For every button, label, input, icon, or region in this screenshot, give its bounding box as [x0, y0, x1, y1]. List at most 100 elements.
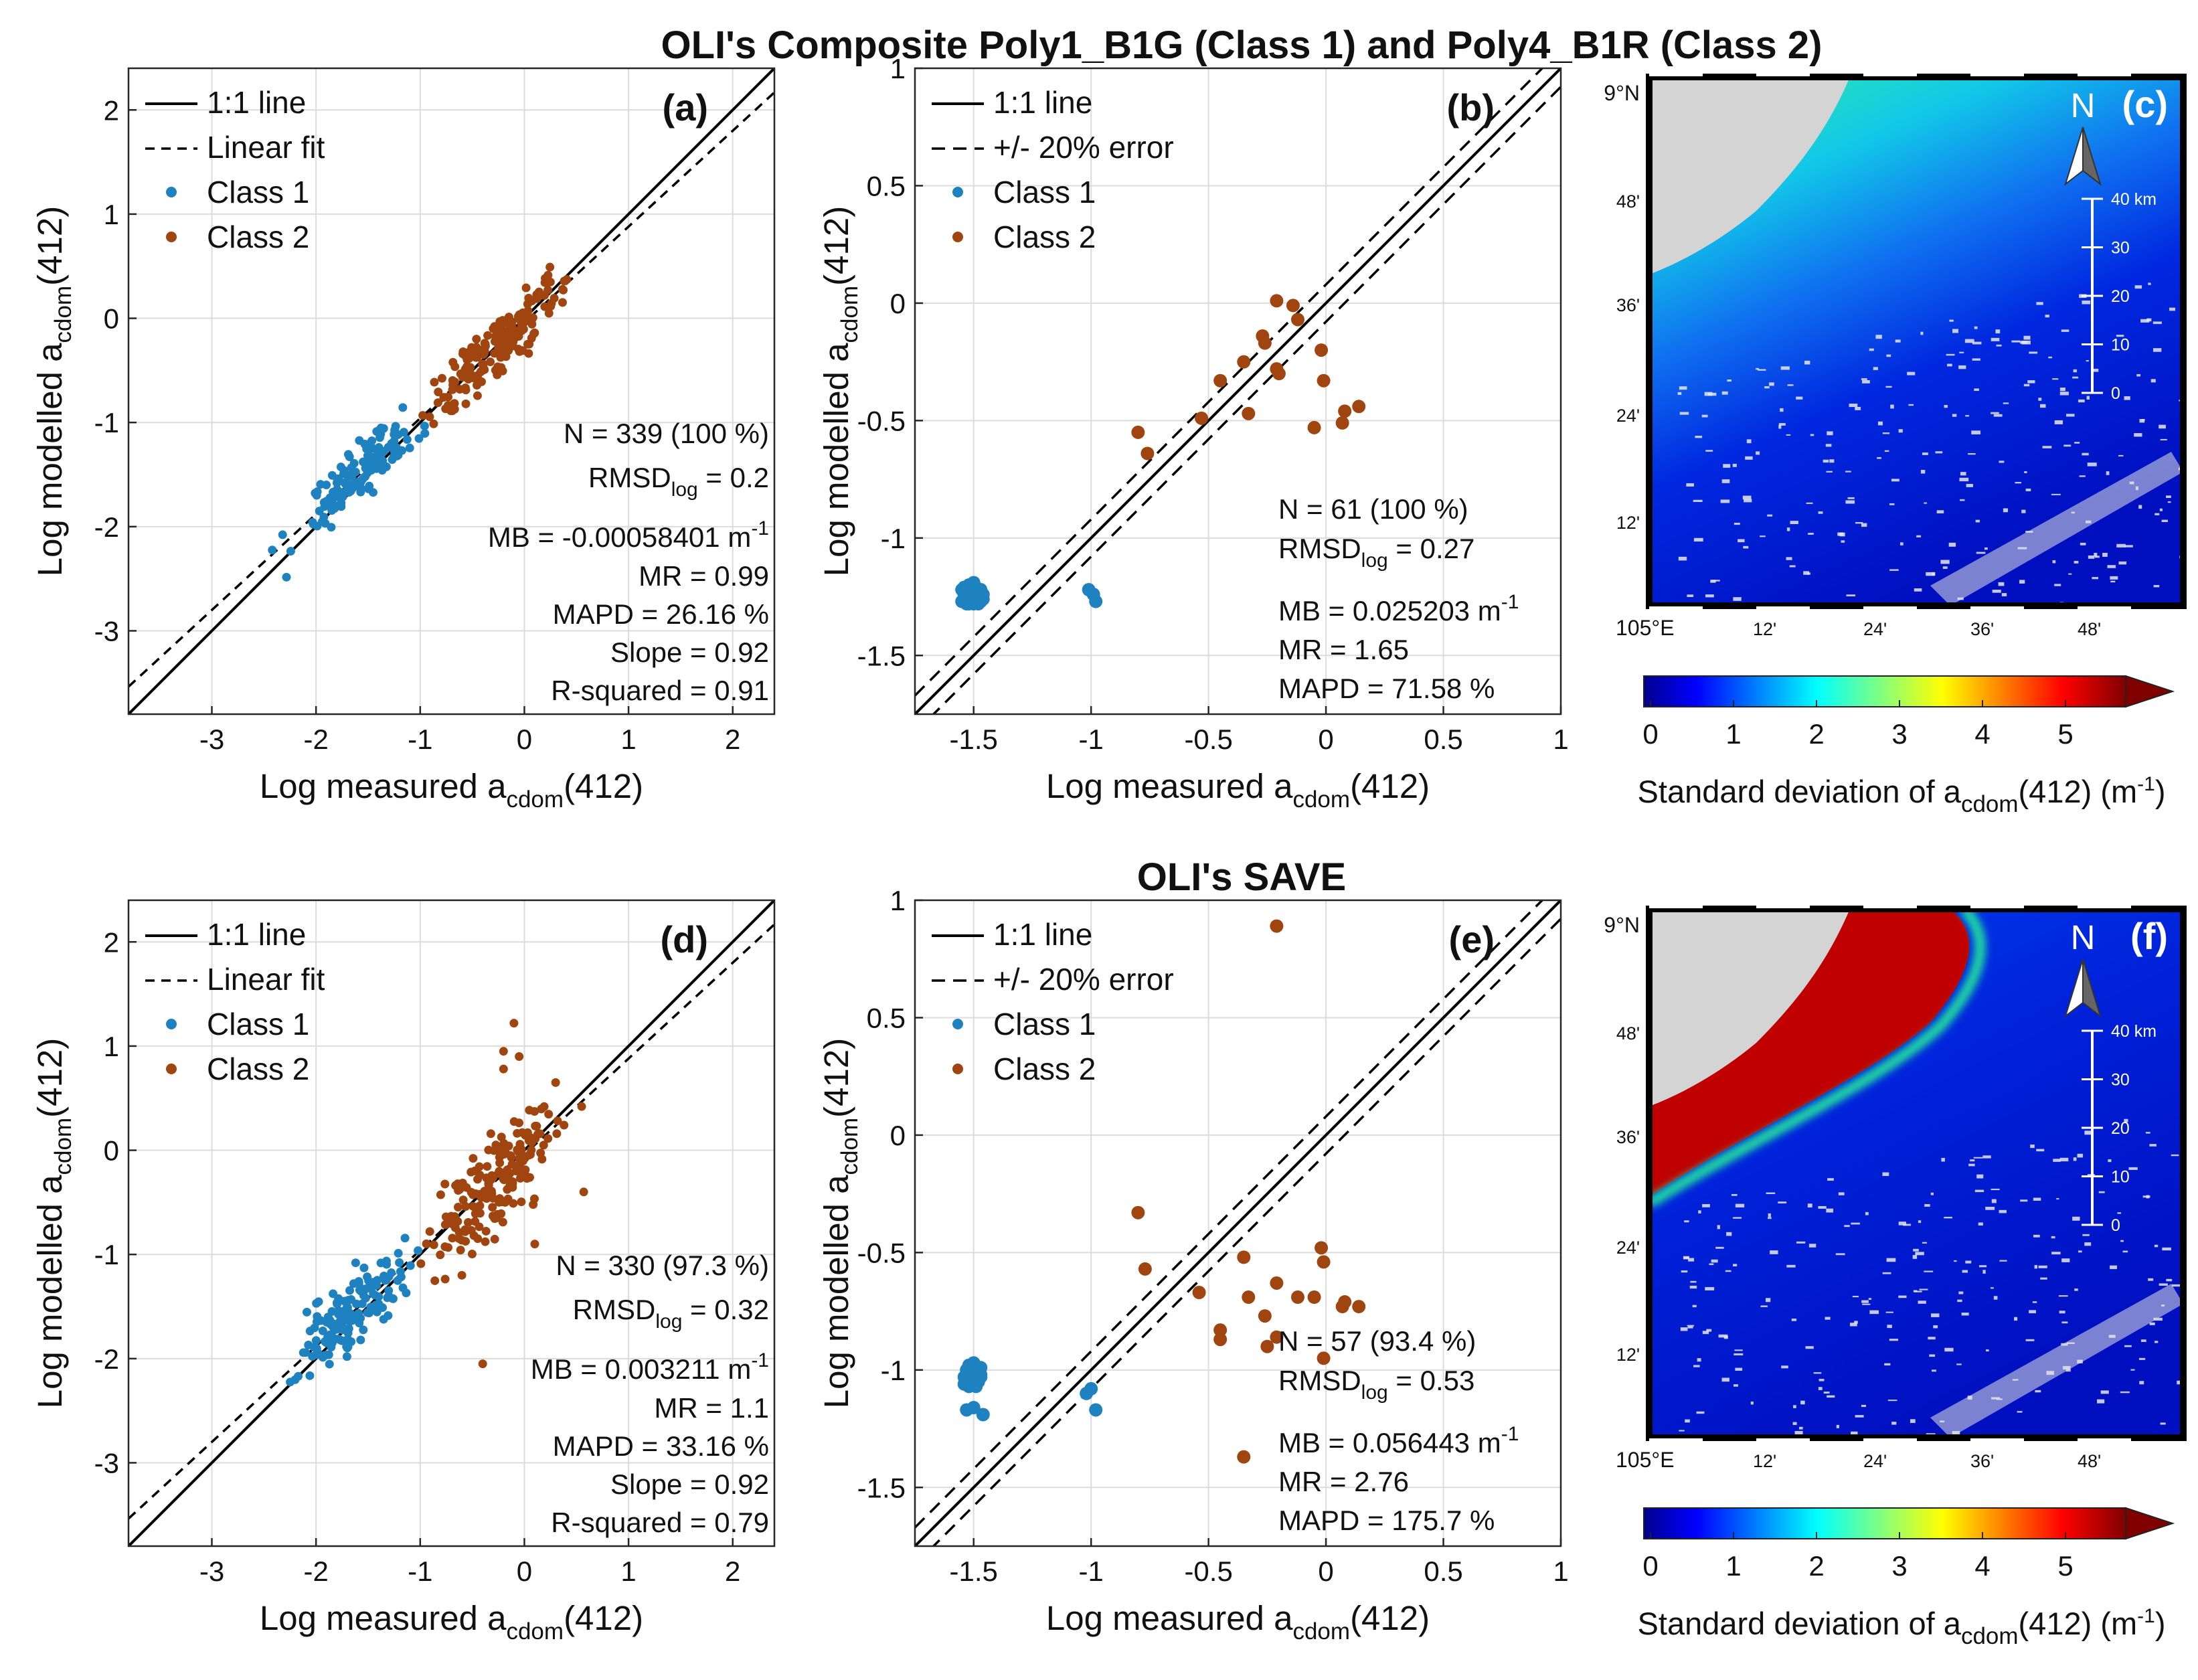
cloud-speck	[1877, 456, 1881, 459]
data-point-class-2	[473, 1234, 483, 1244]
deviation-gradient-edge	[1649, 909, 1986, 1208]
cloud-speck	[1767, 514, 1773, 517]
colorbar-tick-label: 0	[1642, 718, 1658, 750]
cloud-speck	[2124, 1118, 2128, 1122]
cloud-speck	[1873, 367, 1878, 370]
cloud-speck	[1976, 552, 1986, 554]
cloud-speck	[1984, 547, 1988, 550]
data-point-class-1	[302, 1307, 311, 1317]
data-point-class-1	[384, 1311, 393, 1321]
cloud-speck	[1978, 1265, 1987, 1268]
cloud-speck	[1796, 396, 1803, 400]
data-point-class-1	[398, 403, 408, 412]
cloud-speck	[1793, 1405, 1796, 1408]
data-point-class-2	[437, 373, 446, 383]
cloud-speck	[1868, 1298, 1871, 1300]
data-point-class-2	[1272, 367, 1286, 381]
cloud-speck	[1991, 337, 2000, 341]
data-point-class-2-outliers	[579, 1187, 588, 1197]
data-point-class-1	[382, 1256, 391, 1266]
cloud-speck	[1769, 382, 1774, 386]
data-point-class-1	[322, 1317, 331, 1327]
data-point-class-2	[458, 372, 467, 382]
legend-marker-class2	[166, 232, 177, 242]
cloud-speck	[1869, 348, 1874, 351]
data-point-class-1	[318, 1326, 327, 1335]
stat-r2: R-squared = 0.91	[551, 675, 769, 706]
cloud-speck	[1786, 1264, 1796, 1268]
data-point-class-2	[461, 399, 471, 408]
x-axis-label: Log measured acdom(412)	[260, 767, 643, 813]
panel-d: -3 -2 -1 0 1 2 -3 -2 -1 0 1 2 Log measured acdom(412…	[31, 899, 776, 1645]
cloud-speck	[1922, 1242, 1927, 1244]
cloud-speck	[2082, 301, 2091, 305]
cloud-speck	[1733, 597, 1742, 601]
cloud-speck	[2152, 321, 2162, 325]
cloud-speck	[1734, 1349, 1743, 1351]
stat-rmsd: RMSDlog = 0.2	[588, 462, 769, 501]
reference-lines	[915, 68, 1561, 714]
data-point-class-2	[436, 1250, 445, 1260]
data-point-class-1	[402, 435, 412, 444]
data-point-class-1	[351, 467, 360, 477]
data-point-class-2	[433, 398, 442, 408]
cloud-speck	[2094, 552, 2098, 557]
cloud-speck	[1792, 1422, 1797, 1425]
data-point-class-2	[539, 1102, 549, 1111]
data-point-class-2	[1317, 1255, 1331, 1269]
cloud-speck	[2024, 471, 2027, 473]
stat-mr: MR = 1.65	[1278, 634, 1409, 665]
cloud-speck	[1789, 565, 1796, 568]
cloud-speck	[2154, 1244, 2159, 1248]
data-point-class-2	[486, 1129, 495, 1139]
cloud-speck	[1808, 533, 1814, 535]
cloud-speck	[1679, 412, 1689, 415]
y-axis-label: Log modelled acdom(412)	[31, 1038, 76, 1408]
north-label: N	[2071, 86, 2096, 124]
cloud-speck	[1985, 1349, 1989, 1352]
y-tick-label: -1	[881, 1355, 906, 1386]
data-point-class-2-outliers	[509, 1019, 519, 1028]
data-point-class-2	[458, 347, 468, 356]
data-point-class-2	[521, 283, 531, 292]
data-point-class-2	[489, 1193, 498, 1203]
cloud-speck	[1685, 1419, 1690, 1423]
data-points	[957, 919, 1366, 1464]
data-point-class-2	[473, 371, 483, 380]
cloud-speck	[1959, 477, 1969, 482]
x-tick-label: -1	[1079, 1556, 1104, 1587]
cloud-speck	[2051, 1236, 2055, 1239]
cloud-speck	[1760, 1305, 1768, 1307]
cloud-speck	[1995, 329, 2001, 334]
cloud-speck	[1895, 339, 1901, 343]
cloud-speck	[2001, 593, 2007, 596]
cloud-speck	[1756, 367, 1759, 370]
data-point-class-1	[325, 1330, 335, 1339]
cloud-speck	[1849, 404, 1858, 408]
cloud-speck	[1690, 1280, 1697, 1283]
cloud-speck	[2042, 446, 2052, 448]
cloud-speck	[1932, 572, 1936, 576]
cloud-speck	[1962, 1270, 1968, 1273]
data-point-class-1	[314, 1297, 323, 1307]
cloud-speck	[1924, 1270, 1934, 1272]
map-image	[1649, 77, 2183, 606]
cloud-speck	[2166, 1278, 2173, 1282]
cloud-speck	[1941, 1157, 1945, 1162]
cloud-speck	[2110, 1265, 2118, 1270]
x-tick-label: 0.5	[1424, 724, 1462, 755]
cloud-speck	[2087, 463, 2097, 467]
cloud-speck	[1804, 360, 1810, 365]
cloud-speck	[1949, 319, 1954, 322]
data-point-class-2	[490, 349, 499, 358]
longitude-label: 36'	[1970, 1451, 1994, 1471]
cloud-speck	[1687, 1325, 1695, 1327]
data-point-class-2	[501, 1197, 510, 1207]
cloud-speck	[1689, 1285, 1697, 1289]
latitude-label: 9°N	[1604, 81, 1640, 105]
data-point-class-2	[429, 419, 438, 428]
data-point-class-2	[498, 316, 507, 325]
cloud-speck	[2061, 1321, 2068, 1324]
data-point-class-1	[376, 423, 386, 432]
legend-label: Class 2	[207, 1052, 309, 1086]
